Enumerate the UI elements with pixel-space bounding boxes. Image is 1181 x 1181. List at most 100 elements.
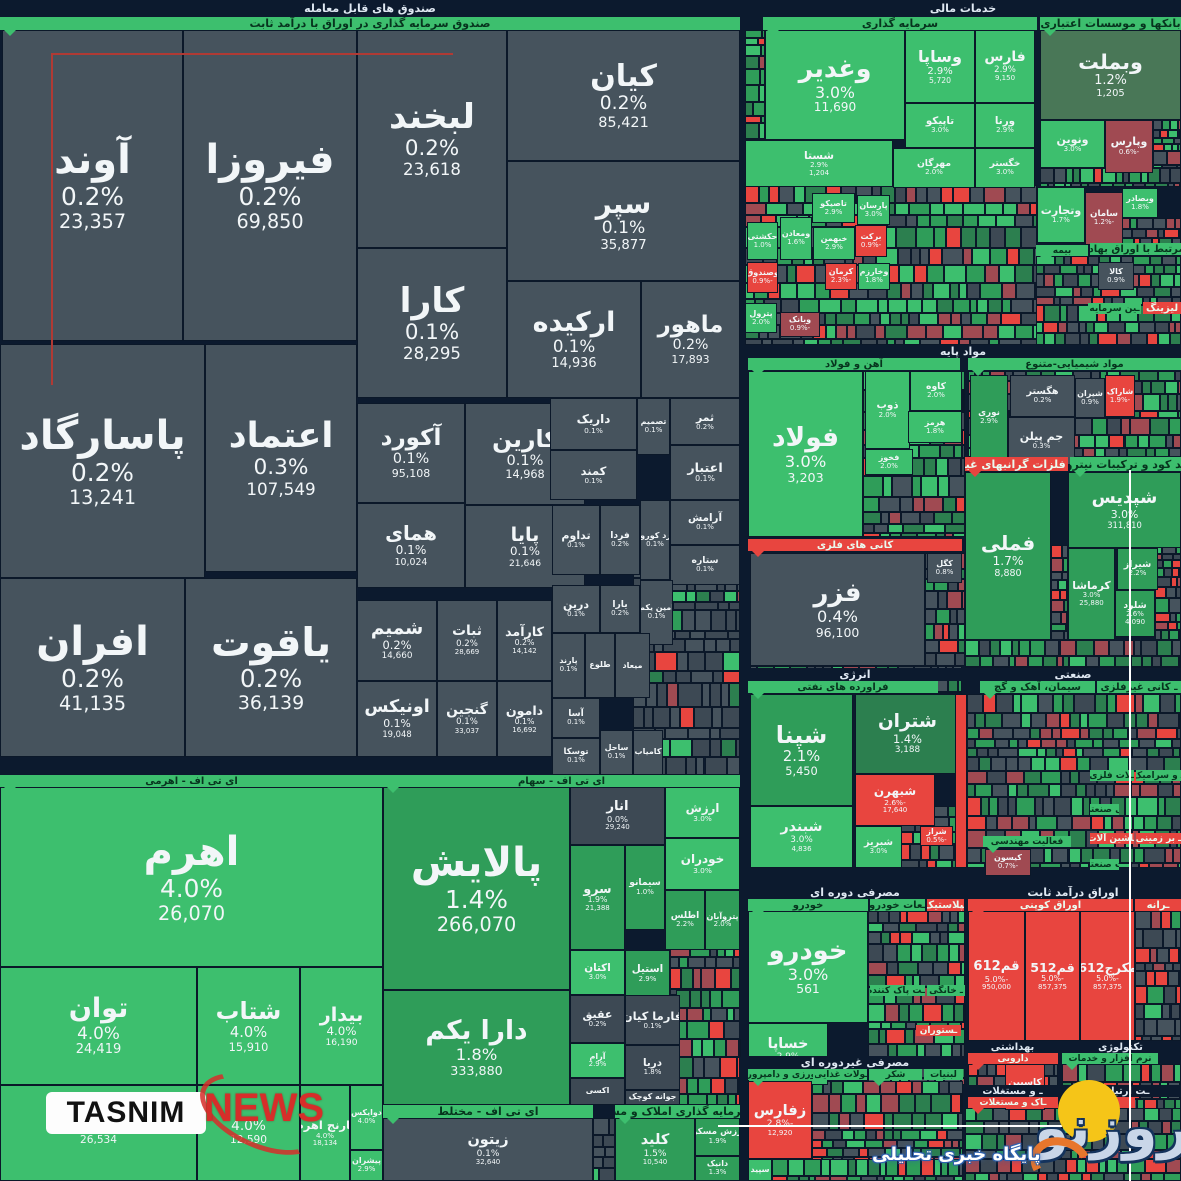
mini-tile[interactable] <box>799 1176 809 1181</box>
mini-tile[interactable] <box>1160 1149 1173 1160</box>
mini-tile[interactable] <box>979 757 992 771</box>
mini-tile[interactable] <box>593 1135 603 1147</box>
treemap-tile[interactable]: کگل 0.8% <box>927 553 962 583</box>
mini-tile[interactable] <box>1165 848 1174 863</box>
mini-tile[interactable] <box>868 944 883 963</box>
mini-tile[interactable] <box>1161 553 1173 560</box>
mini-tile[interactable] <box>949 624 958 640</box>
mini-tile[interactable] <box>1063 748 1076 758</box>
mini-tile[interactable] <box>1037 748 1047 758</box>
mini-tile[interactable] <box>963 214 978 227</box>
mini-tile[interactable] <box>1081 286 1094 298</box>
mini-tile[interactable] <box>967 862 985 868</box>
treemap-tile[interactable]: فولاد 3.0% 3,203 <box>748 371 863 537</box>
mini-tile[interactable] <box>1069 712 1080 728</box>
mini-tile[interactable] <box>633 706 645 728</box>
mini-tile[interactable] <box>688 1094 707 1105</box>
mini-tile[interactable] <box>1030 712 1047 728</box>
mini-tile[interactable] <box>1087 182 1101 187</box>
mini-tile[interactable] <box>1046 712 1061 728</box>
mini-tile[interactable] <box>879 496 900 512</box>
mini-tile[interactable] <box>1020 312 1037 326</box>
mini-tile[interactable] <box>879 533 890 537</box>
mini-tile[interactable] <box>987 1064 997 1077</box>
mini-tile[interactable] <box>1086 1064 1106 1083</box>
mini-tile[interactable] <box>1083 796 1091 817</box>
mini-tile[interactable] <box>939 932 948 945</box>
mini-tile[interactable] <box>991 757 1006 771</box>
treemap-tile[interactable]: کامیاب <box>633 730 663 775</box>
mini-tile[interactable] <box>1132 228 1146 238</box>
mini-tile[interactable] <box>745 339 763 345</box>
mini-tile[interactable] <box>1087 256 1100 266</box>
mini-tile[interactable] <box>1177 862 1181 868</box>
mini-tile[interactable] <box>945 226 962 249</box>
mini-tile[interactable] <box>960 962 965 976</box>
mini-tile[interactable] <box>1022 1173 1039 1181</box>
mini-tile[interactable] <box>921 1148 941 1157</box>
mini-tile[interactable] <box>1055 748 1064 758</box>
mini-tile[interactable] <box>1036 286 1055 298</box>
mini-tile[interactable] <box>962 444 965 459</box>
treemap-tile[interactable]: شتاب 4.0% 15,910 <box>197 967 300 1085</box>
mini-tile[interactable] <box>719 727 740 739</box>
mini-tile[interactable] <box>975 1173 990 1181</box>
mini-tile[interactable] <box>1145 447 1155 457</box>
mini-tile[interactable] <box>1139 784 1158 797</box>
mini-tile[interactable] <box>948 944 959 963</box>
mini-tile[interactable] <box>1061 1121 1073 1135</box>
mini-tile[interactable] <box>1135 911 1151 929</box>
mini-tile[interactable] <box>1137 434 1150 448</box>
mini-tile[interactable] <box>745 123 759 140</box>
treemap-tile[interactable]: طلوع <box>585 633 615 698</box>
mini-tile[interactable] <box>1177 577 1181 587</box>
mini-tile[interactable] <box>1172 434 1181 448</box>
mini-tile[interactable] <box>1090 757 1109 771</box>
mini-tile[interactable] <box>1036 273 1044 287</box>
mini-tile[interactable] <box>1055 256 1064 266</box>
mini-tile[interactable] <box>1051 589 1061 601</box>
mini-tile[interactable] <box>822 1139 834 1149</box>
treemap-tile[interactable]: افران 0.2% 41,135 <box>0 578 185 757</box>
mini-tile[interactable] <box>693 706 712 728</box>
mini-tile[interactable] <box>899 496 913 512</box>
mini-tile[interactable] <box>1019 248 1034 265</box>
mini-tile[interactable] <box>999 640 1012 656</box>
mini-tile[interactable] <box>1092 418 1108 435</box>
mini-tile[interactable] <box>737 1056 740 1078</box>
treemap-tile[interactable]: کالا 0.9% <box>1098 262 1134 290</box>
mini-tile[interactable] <box>1140 1064 1151 1083</box>
mini-tile[interactable] <box>1090 816 1104 830</box>
mini-tile[interactable] <box>1079 332 1090 345</box>
mini-tile[interactable] <box>1159 694 1175 713</box>
mini-tile[interactable] <box>889 533 901 537</box>
mini-tile[interactable] <box>1150 273 1160 287</box>
mini-tile[interactable] <box>953 444 963 459</box>
mini-tile[interactable] <box>1170 1003 1180 1019</box>
mini-tile[interactable] <box>957 624 965 640</box>
mini-tile[interactable] <box>843 1148 859 1157</box>
mini-tile[interactable] <box>941 248 964 265</box>
mini-tile[interactable] <box>1089 1121 1098 1135</box>
mini-tile[interactable] <box>665 727 689 739</box>
mini-tile[interactable] <box>720 738 736 758</box>
mini-tile[interactable] <box>961 226 976 249</box>
mini-tile[interactable] <box>888 511 901 524</box>
mini-tile[interactable] <box>715 638 731 653</box>
mini-tile[interactable] <box>1154 739 1173 749</box>
mini-tile[interactable] <box>1040 770 1062 785</box>
mini-tile[interactable] <box>880 1021 892 1029</box>
mini-tile[interactable] <box>1053 182 1065 187</box>
mini-tile[interactable] <box>1011 1159 1023 1174</box>
mini-tile[interactable] <box>1016 203 1030 215</box>
mini-tile[interactable] <box>930 1093 952 1114</box>
mini-tile[interactable] <box>1000 312 1021 326</box>
mini-tile[interactable] <box>1106 712 1124 728</box>
mini-tile[interactable] <box>962 325 984 340</box>
mini-tile[interactable] <box>1051 580 1059 590</box>
mini-tile[interactable] <box>893 1113 912 1131</box>
mini-tile[interactable] <box>1159 273 1174 287</box>
mini-tile[interactable] <box>687 1007 703 1022</box>
mini-tile[interactable] <box>1158 228 1165 238</box>
treemap-tile[interactable]: آوند 0.2% 23,357 <box>2 30 183 341</box>
